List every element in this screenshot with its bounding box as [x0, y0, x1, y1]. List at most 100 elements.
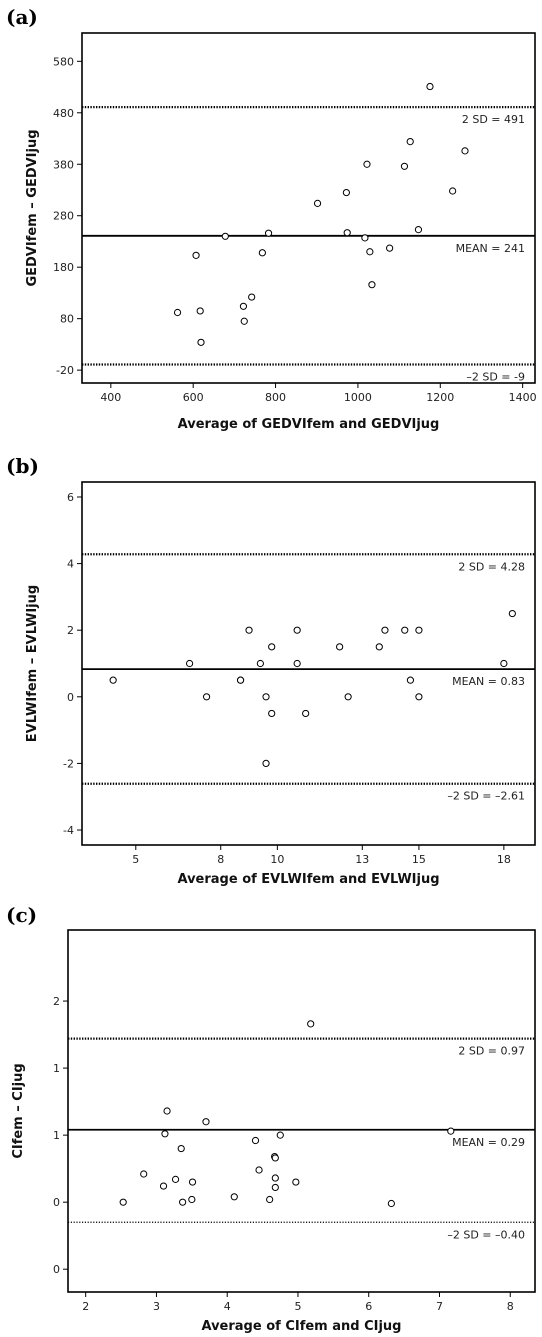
panel-label: (b) [6, 454, 39, 478]
data-point [268, 709, 276, 718]
plot-frame [81, 481, 536, 846]
x-tick-label: 8 [507, 1300, 514, 1313]
data-point [248, 293, 256, 301]
data-point [386, 244, 394, 252]
data-point [363, 160, 371, 168]
data-point [230, 1193, 238, 1201]
line-label: MEAN = 241 [456, 242, 525, 255]
data-point [387, 1199, 395, 1208]
y-tick-label: -2 [63, 757, 74, 770]
panel-label: (c) [6, 903, 37, 927]
x-tick-label: 5 [132, 853, 139, 866]
data-point [271, 1154, 279, 1162]
data-point [400, 162, 409, 170]
data-point [508, 609, 516, 618]
data-point [262, 693, 270, 701]
data-point [258, 249, 266, 257]
data-point [271, 1174, 279, 1182]
line-label: 2 SD = 4.28 [458, 560, 525, 573]
data-point [449, 187, 457, 195]
data-point [221, 232, 229, 240]
data-point [256, 659, 264, 668]
data-point [177, 1144, 185, 1153]
data-point [344, 693, 352, 701]
data-point [375, 643, 383, 651]
y-axis-title: EVLWIfem – EVLWIjug [25, 585, 40, 742]
y-tick-label: 0 [53, 1196, 60, 1209]
plot-frame [81, 32, 536, 384]
x-tick-label: 1000 [344, 391, 372, 404]
data-point [381, 626, 389, 634]
data-point [188, 1178, 197, 1186]
line-label: 2 SD = 491 [462, 113, 525, 126]
data-point [302, 709, 310, 718]
data-point [368, 281, 376, 289]
data-point [293, 659, 301, 668]
data-point [342, 188, 350, 197]
x-tick-label: 6 [365, 1300, 372, 1313]
y-axis-title: GEDVIfem – GEDVIjug [25, 129, 40, 286]
y-tick-label: 380 [53, 158, 74, 171]
data-point [262, 759, 270, 768]
data-point [171, 1175, 180, 1183]
data-point [255, 1166, 263, 1174]
y-tick-label: 0 [53, 1263, 60, 1276]
plot-frame [67, 929, 536, 1293]
x-tick-label: 7 [436, 1300, 443, 1313]
data-point [192, 251, 200, 259]
y-tick-label: 6 [67, 491, 74, 504]
data-point [161, 1130, 169, 1138]
line-label: MEAN = 0.83 [452, 675, 525, 688]
panel-2: (b) 5 8 10 13 15 18 -4 -2 0 2 4 6 2 SD = 4.28 MEAN = 0… [6, 454, 536, 887]
line-label: 2 SD = 0.97 [458, 1045, 525, 1058]
data-point [264, 229, 273, 237]
x-tick-label: 400 [100, 391, 121, 404]
data-point [292, 1178, 300, 1186]
y-tick-label: 80 [60, 313, 74, 326]
x-tick-label: 600 [183, 391, 204, 404]
data-point [251, 1136, 260, 1145]
y-tick-label: 2 [53, 995, 60, 1008]
data-point [406, 676, 415, 684]
x-tick-label: 13 [355, 853, 369, 866]
data-point [447, 1127, 455, 1135]
data-point [401, 626, 409, 634]
data-point [336, 643, 344, 651]
x-tick-label: 5 [294, 1300, 301, 1313]
y-tick-label: 580 [53, 55, 74, 68]
panel-1: (a) 400 600 800 1000 1200 1400 -20 80 180 280 380 48… [6, 5, 537, 432]
data-point [202, 693, 211, 701]
data-point [197, 338, 205, 346]
panel-label: (a) [6, 5, 38, 29]
x-axis-title: Average of EVLWIfem and EVLWIjug [177, 872, 439, 887]
data-point [179, 1198, 187, 1206]
data-point [415, 693, 423, 701]
data-point [163, 1107, 171, 1115]
data-point [313, 199, 322, 207]
x-tick-label: 3 [153, 1300, 160, 1313]
x-tick-label: 1200 [426, 391, 454, 404]
data-point [366, 248, 374, 256]
x-tick-label: 2 [82, 1300, 89, 1313]
line-label: –2 SD = –0.40 [447, 1228, 525, 1241]
y-tick-label: 2 [67, 624, 74, 637]
y-tick-label: 0 [67, 691, 74, 704]
y-tick-label: 480 [53, 107, 74, 120]
line-label: MEAN = 0.29 [452, 1136, 525, 1149]
y-tick-label: 4 [67, 558, 74, 571]
data-point [109, 676, 117, 684]
x-axis-title: Average of GEDVIfem and GEDVIjug [178, 417, 440, 432]
x-tick-label: 4 [224, 1300, 231, 1313]
y-axis-title: CIfem – CIjug [11, 1063, 26, 1158]
data-point [240, 317, 248, 325]
data-point [196, 307, 204, 315]
data-point [461, 147, 469, 155]
line-label: –2 SD = –2.61 [447, 790, 525, 803]
data-point [415, 626, 423, 634]
y-tick-label: -20 [56, 364, 74, 377]
data-point [266, 1195, 274, 1204]
data-point [293, 626, 301, 634]
data-point [236, 676, 245, 684]
data-point [414, 226, 423, 234]
data-point [343, 229, 351, 237]
